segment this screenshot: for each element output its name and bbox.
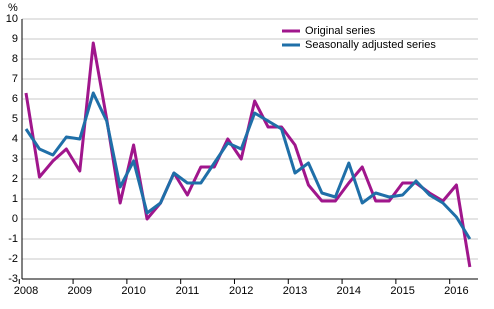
y-tick-label: 9: [12, 33, 18, 45]
y-tick-label: 4: [12, 133, 18, 145]
x-tick-label: 2008: [14, 285, 38, 297]
x-tick-label: 2013: [283, 285, 307, 297]
y-tick-label: 5: [12, 113, 18, 125]
y-tick-label: 10: [6, 13, 18, 25]
x-tick-label: 2015: [390, 285, 414, 297]
y-tick-label: -1: [8, 233, 18, 245]
x-tick-label: 2012: [229, 285, 253, 297]
x-tick-label: 2016: [444, 285, 468, 297]
legend-label: Original series: [305, 25, 376, 37]
y-tick-label: 8: [12, 53, 18, 65]
legend-label: Seasonally adjusted series: [305, 39, 436, 51]
x-tick-label: 2009: [68, 285, 92, 297]
y-tick-label: -2: [8, 253, 18, 265]
y-tick-label: 2: [12, 173, 18, 185]
y-tick-label: 3: [12, 153, 18, 165]
y-axis-label: %: [8, 2, 18, 14]
x-tick-label: 2010: [121, 285, 145, 297]
series-line: [24, 91, 472, 240]
y-tick-label: 1: [12, 193, 18, 205]
y-tick-label: -3: [8, 273, 18, 285]
y-tick-label: 7: [12, 73, 18, 85]
y-tick-label: 0: [12, 213, 18, 225]
series-line: [24, 41, 472, 268]
y-tick-label: 6: [12, 93, 18, 105]
x-tick-label: 2011: [176, 285, 200, 297]
x-tick-label: 2014: [337, 285, 361, 297]
